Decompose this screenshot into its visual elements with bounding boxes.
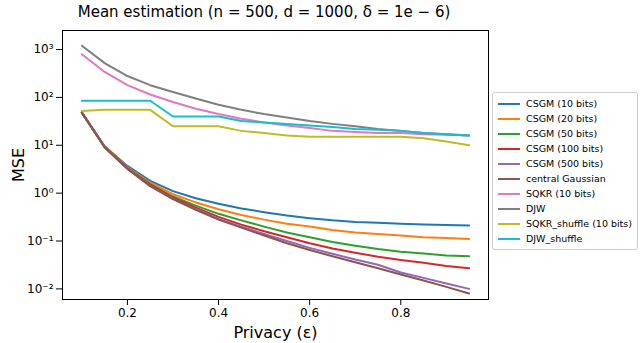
svg-text:10³: 10³ <box>33 42 53 56</box>
svg-text:10¹: 10¹ <box>33 138 53 152</box>
svg-text:Privacy (ε): Privacy (ε) <box>233 323 317 342</box>
svg-text:0.2: 0.2 <box>118 306 137 320</box>
svg-text:10²: 10² <box>33 90 53 104</box>
svg-text:0.6: 0.6 <box>300 306 319 320</box>
svg-text:0.8: 0.8 <box>391 306 410 320</box>
html-text:CSGM (500 bits): CSGM (500 bits) <box>526 158 604 169</box>
html-text:CSGM (50 bits): CSGM (50 bits) <box>526 128 598 139</box>
html-text:DJW_shuffle: DJW_shuffle <box>526 233 583 244</box>
html-text:SQKR_shuffle (10 bits): SQKR_shuffle (10 bits) <box>526 218 632 229</box>
html-text:CSGM (10 bits): CSGM (10 bits) <box>526 98 598 109</box>
html-text:DJW: DJW <box>526 203 546 214</box>
svg-text:0.4: 0.4 <box>209 306 228 320</box>
svg-text:10⁰: 10⁰ <box>33 186 53 200</box>
html-text:SQKR (10 bits): SQKR (10 bits) <box>526 188 596 199</box>
svg-text:10⁻¹: 10⁻¹ <box>27 234 54 248</box>
svg-text:MSE: MSE <box>9 148 28 182</box>
html-text:central Gaussian: central Gaussian <box>526 173 606 184</box>
html-text:CSGM (100 bits): CSGM (100 bits) <box>526 143 604 154</box>
html-text:Mean estimation (n = 500, d =: Mean estimation (n = 500, d = 1000, δ = … <box>77 3 451 21</box>
svg-text:10⁻²: 10⁻² <box>27 282 54 296</box>
html-text:CSGM (20 bits): CSGM (20 bits) <box>526 113 598 124</box>
